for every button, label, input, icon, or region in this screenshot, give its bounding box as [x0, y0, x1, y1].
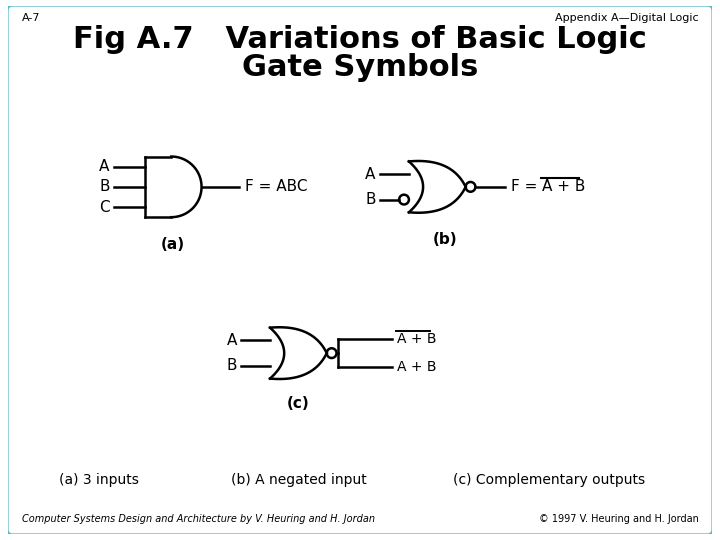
Text: B: B: [365, 192, 376, 207]
Text: (a) 3 inputs: (a) 3 inputs: [59, 473, 139, 487]
Text: A-7: A-7: [22, 13, 40, 23]
Text: A: A: [365, 167, 376, 181]
Text: C: C: [99, 200, 109, 214]
Text: A + B: A + B: [542, 179, 585, 194]
Text: © 1997 V. Heuring and H. Jordan: © 1997 V. Heuring and H. Jordan: [539, 514, 698, 524]
Text: (c): (c): [287, 396, 310, 411]
Text: (a): (a): [161, 237, 185, 252]
Text: A + B: A + B: [397, 332, 436, 346]
Text: Fig A.7   Variations of Basic Logic: Fig A.7 Variations of Basic Logic: [73, 25, 647, 55]
Text: B: B: [226, 359, 237, 373]
Text: A: A: [226, 333, 237, 348]
Text: F = ABC: F = ABC: [245, 179, 307, 194]
Text: Appendix A—Digital Logic: Appendix A—Digital Logic: [555, 13, 698, 23]
Text: A + B: A + B: [397, 360, 436, 374]
FancyBboxPatch shape: [7, 5, 713, 535]
Text: (b) A negated input: (b) A negated input: [231, 473, 366, 487]
Text: B: B: [99, 179, 109, 194]
Text: Computer Systems Design and Architecture by V. Heuring and H. Jordan: Computer Systems Design and Architecture…: [22, 514, 374, 524]
Text: A: A: [99, 159, 109, 174]
Text: (b): (b): [433, 232, 457, 247]
Text: Gate Symbols: Gate Symbols: [242, 53, 478, 82]
Text: (c) Complementary outputs: (c) Complementary outputs: [453, 473, 645, 487]
Text: F =: F =: [510, 179, 542, 194]
